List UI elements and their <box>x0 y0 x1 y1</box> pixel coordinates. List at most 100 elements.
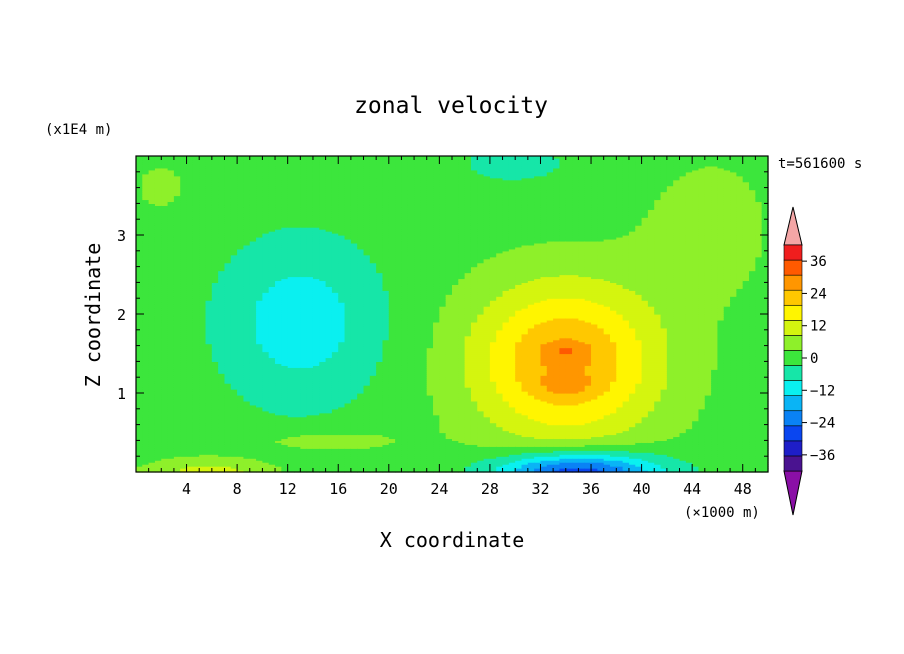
field-cell <box>230 317 238 321</box>
field-cell <box>173 260 181 264</box>
field-cell <box>211 187 219 191</box>
field-cell <box>211 302 219 305</box>
field-cell <box>230 333 238 337</box>
field-cell <box>148 197 156 201</box>
field-cell <box>230 434 238 438</box>
field-cell <box>218 398 226 402</box>
field-cell <box>243 424 251 428</box>
field-cell <box>167 353 175 357</box>
field-cell <box>211 387 219 390</box>
field-cell <box>154 183 162 187</box>
field-cell <box>148 319 156 323</box>
field-cell <box>142 329 150 333</box>
field-cell <box>136 268 143 272</box>
field-cell <box>142 404 150 408</box>
field-cell <box>224 238 232 242</box>
field-cell <box>243 312 251 315</box>
field-cell <box>199 452 207 455</box>
field-cell <box>148 329 156 333</box>
field-cell <box>211 393 219 396</box>
field-cell <box>199 181 207 185</box>
field-cell <box>180 223 188 226</box>
field-cell <box>161 381 169 384</box>
field-cell <box>205 317 213 321</box>
field-cell <box>205 375 213 378</box>
field-cell <box>173 290 181 293</box>
field-cell <box>161 223 169 226</box>
field-cell <box>243 393 251 396</box>
field-cell <box>237 286 245 289</box>
field-cell <box>230 351 238 355</box>
field-cell <box>199 357 207 361</box>
field-cell <box>186 229 194 232</box>
field-cell <box>230 193 238 197</box>
field-cell <box>136 278 143 282</box>
field-cell <box>224 236 232 240</box>
field-cell <box>224 404 232 408</box>
field-cell <box>243 436 251 440</box>
field-cell <box>186 205 194 208</box>
field-cell <box>192 456 200 459</box>
field-cell <box>205 171 213 175</box>
field-cell <box>230 367 238 370</box>
field-cell <box>148 248 156 252</box>
field-cell <box>205 246 213 250</box>
field-cell <box>136 290 143 293</box>
field-cell <box>136 361 143 364</box>
field-cell <box>154 181 162 185</box>
field-cell <box>237 462 245 465</box>
field-cell <box>211 349 219 353</box>
field-cell <box>199 183 207 187</box>
field-cell <box>186 414 194 418</box>
field-cell <box>192 252 200 256</box>
field-cell <box>136 448 143 451</box>
field-cell <box>148 426 156 430</box>
field-cell <box>243 442 251 445</box>
field-cell <box>180 236 188 240</box>
field-cell <box>154 175 162 179</box>
field-cell <box>218 331 226 335</box>
field-cell <box>161 337 169 341</box>
field-cell <box>205 238 213 242</box>
field-cell <box>173 240 181 244</box>
field-cell <box>199 450 207 453</box>
field-cell <box>136 296 143 299</box>
field-cell <box>167 470 175 473</box>
field-cell <box>154 414 162 418</box>
field-cell <box>218 440 226 443</box>
field-cell <box>161 385 169 388</box>
field-cell <box>224 446 232 449</box>
field-cell <box>173 347 181 351</box>
field-cell <box>230 315 238 319</box>
field-cell <box>180 470 188 473</box>
field-cell <box>154 185 162 189</box>
field-cell <box>218 197 226 201</box>
field-cell <box>237 161 245 165</box>
field-cell <box>154 452 162 455</box>
field-cell <box>142 357 150 361</box>
field-cell <box>192 462 200 465</box>
field-cell <box>161 394 169 398</box>
field-cell <box>199 195 207 199</box>
field-cell <box>211 414 219 418</box>
field-cell <box>161 317 169 321</box>
field-cell <box>243 341 251 345</box>
field-cell <box>186 157 194 161</box>
field-cell <box>142 387 150 390</box>
field-cell <box>230 163 238 167</box>
field-cell <box>167 213 175 216</box>
field-cell <box>237 438 245 442</box>
field-cell <box>211 157 219 161</box>
field-cell <box>199 406 207 410</box>
field-cell <box>186 365 194 368</box>
field-cell <box>148 193 156 197</box>
field-cell <box>224 343 232 347</box>
field-cell <box>237 406 245 410</box>
field-cell <box>243 408 251 412</box>
field-cell <box>237 169 245 173</box>
field-cell <box>230 231 238 234</box>
field-cell <box>167 424 175 428</box>
field-cell <box>186 432 194 436</box>
field-cell <box>237 183 245 187</box>
field-cell <box>154 302 162 305</box>
